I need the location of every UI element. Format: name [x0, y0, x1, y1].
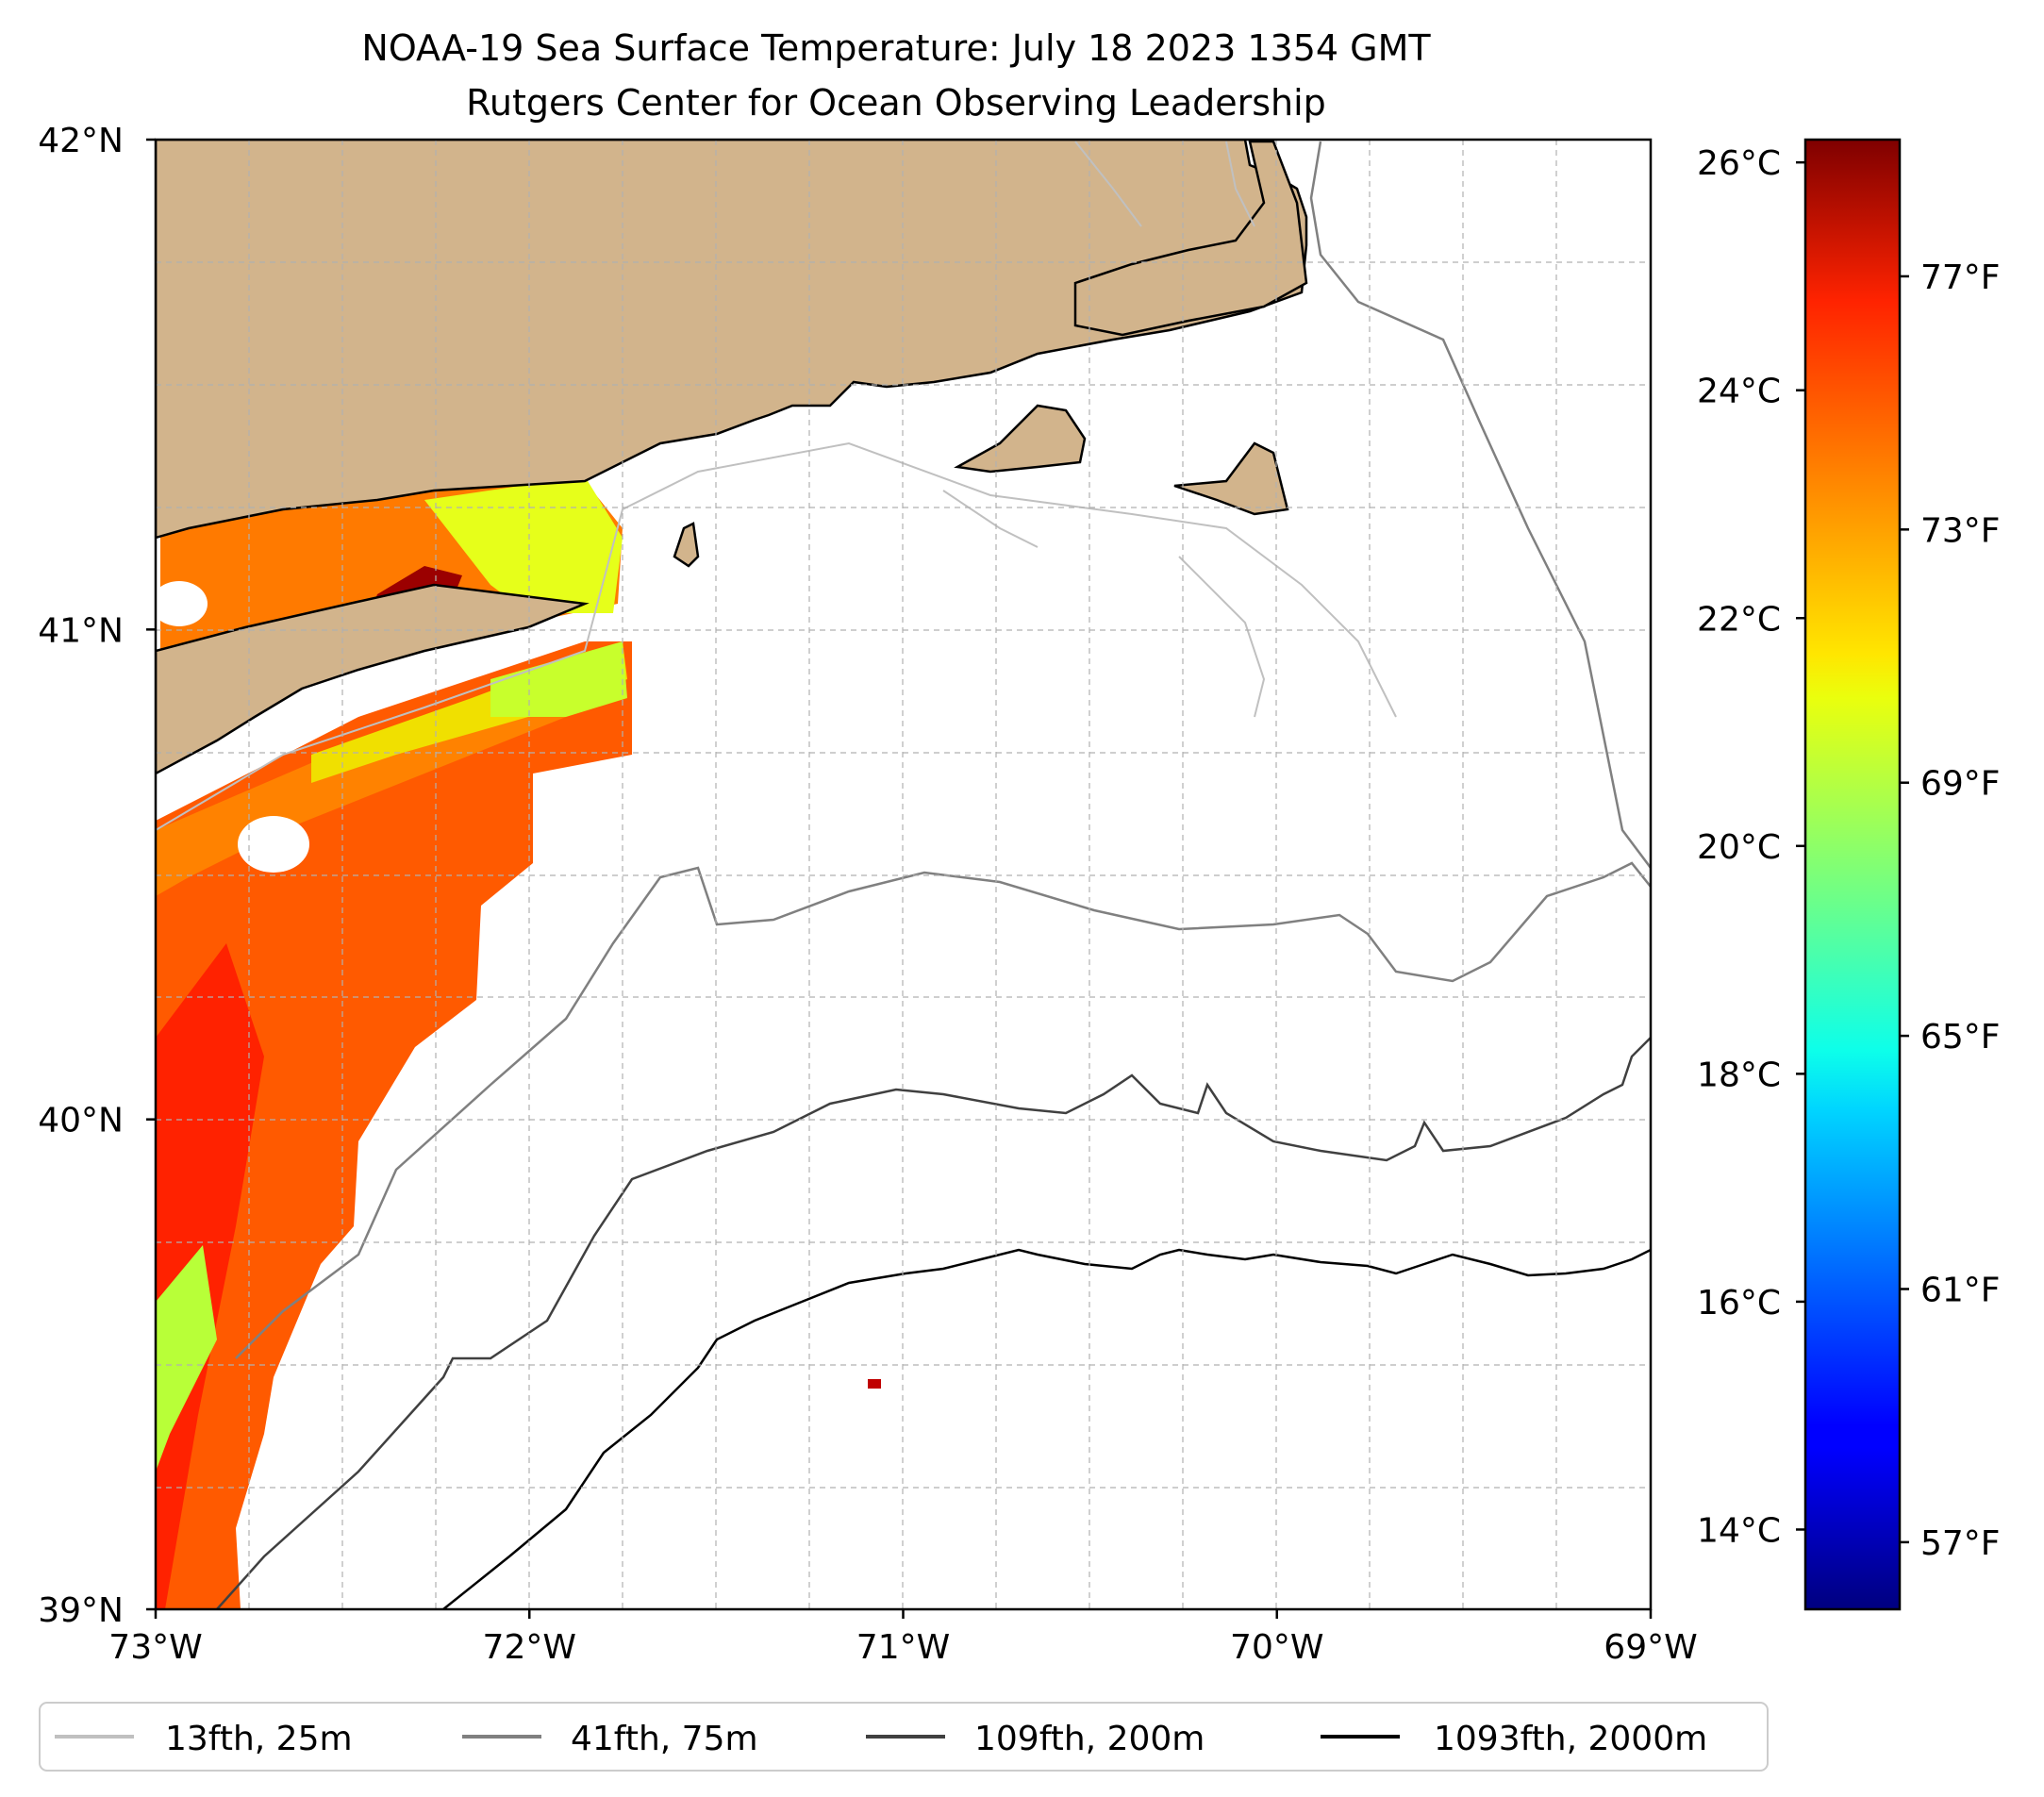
- legend-item-75m: 41fth, 75m: [462, 1720, 758, 1758]
- sst-yellow-green-patch: [490, 641, 627, 717]
- celsius-tick-label-1: 24°C: [1697, 373, 1781, 411]
- sst-red-west: [156, 943, 264, 1609]
- cape-cod: [1073, 140, 1308, 337]
- legend-label-200m: 109fth, 200m: [974, 1720, 1205, 1758]
- legend-label-25m: 13fth, 25m: [165, 1720, 353, 1758]
- chart-title-line2: Rutgers Center for Ocean Observing Leade…: [466, 82, 1326, 124]
- isobath-2000m: [442, 1248, 1651, 1609]
- fahrenheit-tick-label-3: 65°F: [1920, 1018, 2001, 1057]
- lon-tick-label-3: 70°W: [1230, 1628, 1323, 1667]
- lat-tick-label-1: 41°N: [38, 611, 124, 650]
- celsius-tick-label-6: 14°C: [1697, 1511, 1781, 1550]
- legend-item-2000m: 1093fth, 2000m: [1321, 1720, 1707, 1758]
- lon-tick-label-1: 72°W: [483, 1628, 576, 1667]
- colorbar-fahrenheit-ticks: 77°F 73°F 69°F 65°F 61°F 57°F: [1900, 258, 2001, 1563]
- sst-speck: [868, 1379, 881, 1389]
- lat-tick-label-0: 42°N: [38, 122, 124, 160]
- fahrenheit-tick-label-0: 77°F: [1920, 258, 2001, 297]
- colorbar-gradient: [1803, 138, 1902, 1611]
- legend-item-200m: 109fth, 200m: [866, 1720, 1205, 1758]
- nantucket: [1173, 441, 1289, 516]
- isobath-200m: [216, 1037, 1651, 1609]
- isobath-legend: 13fth, 25m 41fth, 75m 109fth, 200m 1093f…: [39, 1702, 1769, 1772]
- cloud-gap-2: [156, 581, 208, 626]
- chart-title-line1: NOAA-19 Sea Surface Temperature: July 18…: [361, 27, 1431, 69]
- colorbar-celsius-ticks: 26°C 24°C 22°C 20°C 18°C 16°C 14°C: [1697, 144, 1805, 1550]
- marthas-vineyard: [954, 404, 1087, 474]
- cloud-gap-1: [238, 816, 309, 873]
- block-island: [673, 522, 700, 568]
- legend-item-25m: 13fth, 25m: [55, 1720, 353, 1758]
- isobath-75m: [235, 141, 1651, 1359]
- map-area: [154, 138, 1653, 1611]
- colorbar: 26°C 24°C 22°C 20°C 18°C 16°C 14°C 77°F 73°F 69°…: [1697, 138, 2001, 1611]
- isobaths: [156, 141, 1651, 1609]
- celsius-tick-label-5: 16°C: [1697, 1284, 1781, 1323]
- longitude-axis: 73°W 72°W 71°W 70°W 69°W: [108, 1609, 1698, 1667]
- sst-shelf-warm-region: [156, 641, 632, 1609]
- fahrenheit-tick-label-4: 61°F: [1920, 1271, 2001, 1309]
- lat-tick-label-2: 40°N: [38, 1102, 124, 1140]
- latitude-axis: 42°N 41°N 40°N 39°N: [38, 122, 156, 1630]
- lat-tick-label-3: 39°N: [38, 1591, 124, 1630]
- celsius-tick-label-3: 20°C: [1697, 828, 1781, 867]
- gridlines: [156, 140, 1651, 1609]
- fahrenheit-tick-label-2: 69°F: [1920, 765, 2001, 804]
- lon-tick-label-0: 73°W: [108, 1628, 202, 1667]
- sst-green-edge: [156, 1245, 217, 1472]
- legend-label-2000m: 1093fth, 2000m: [1434, 1720, 1707, 1758]
- celsius-tick-label-2: 22°C: [1697, 600, 1781, 639]
- new-england-landmass: [156, 140, 1308, 540]
- long-island: [156, 583, 590, 775]
- land: [156, 140, 1308, 775]
- sst-sound-yellow: [424, 476, 623, 613]
- isobath-25m: [156, 141, 1397, 831]
- celsius-tick-label-4: 18°C: [1697, 1056, 1781, 1094]
- lon-tick-label-2: 71°W: [856, 1628, 950, 1667]
- lon-tick-label-4: 69°W: [1604, 1628, 1697, 1667]
- legend-label-75m: 41fth, 75m: [571, 1720, 758, 1758]
- fahrenheit-tick-label-5: 57°F: [1920, 1524, 2001, 1563]
- fahrenheit-tick-label-1: 73°F: [1920, 511, 2001, 550]
- celsius-tick-label-0: 26°C: [1697, 144, 1781, 183]
